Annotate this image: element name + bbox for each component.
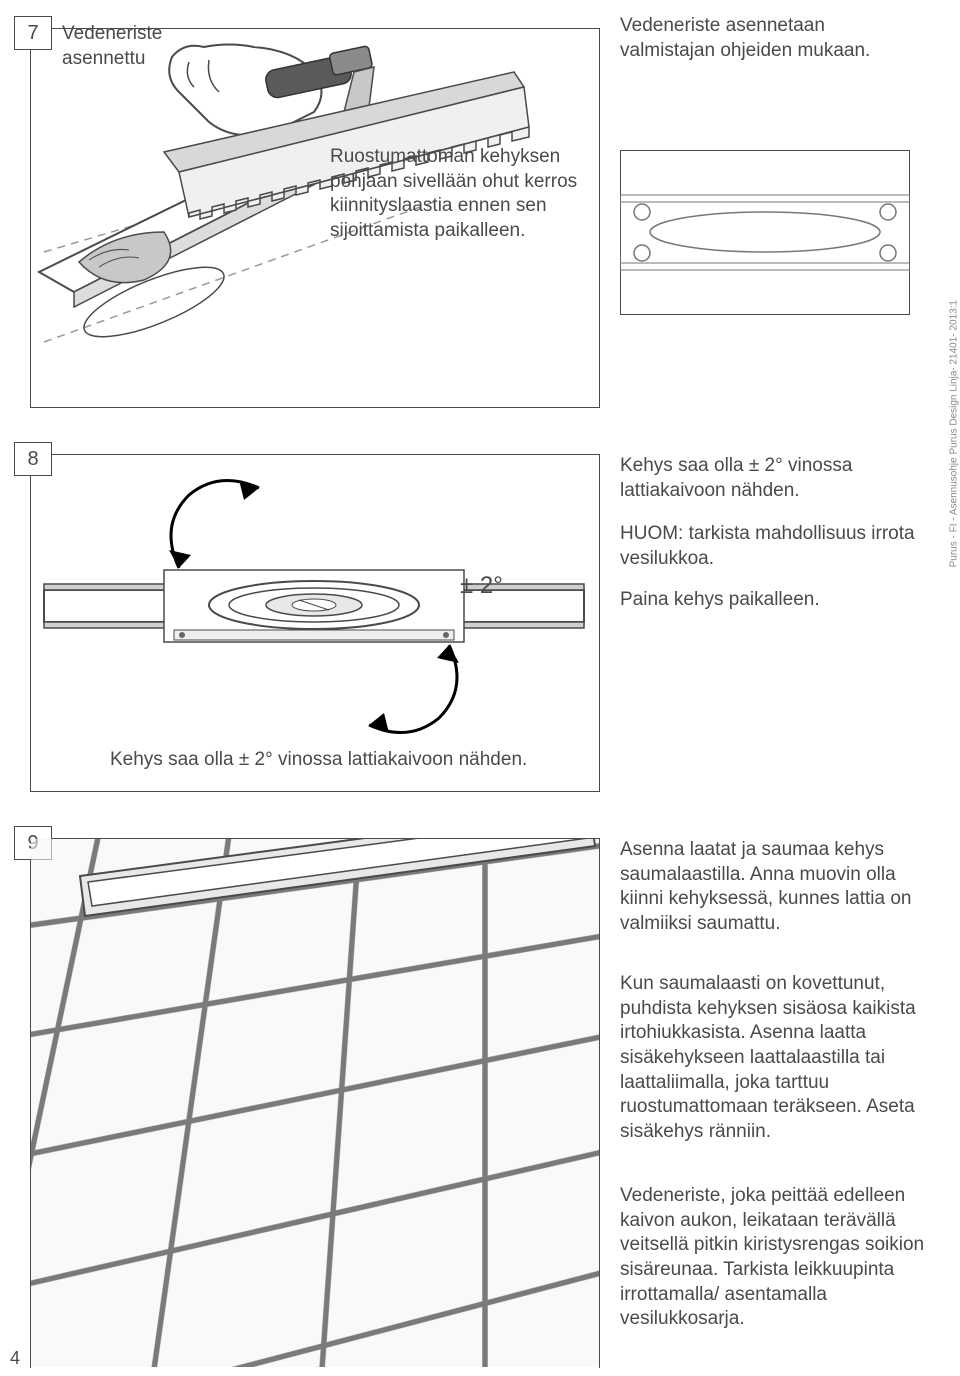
step7-text-top: Vedeneriste asennetaan valmistajan ohjei… xyxy=(620,14,900,63)
step8-text1: Kehys saa olla ± 2° vinossa lattiakaivoo… xyxy=(620,454,920,503)
step9-para3: Vedeneriste, joka peittää edelleen kaivo… xyxy=(620,1184,930,1332)
step7-frame-diagram xyxy=(620,150,910,315)
step9-para2: Kun saumalaasti on kovettunut, puhdista … xyxy=(620,972,930,1145)
step8-text2: HUOM: tarkista mahdollisuus irrota vesil… xyxy=(620,522,920,571)
step8-angle-label: ± 2° xyxy=(460,570,503,601)
step8-caption: Kehys saa olla ± 2° vinossa lattiakaivoo… xyxy=(110,748,570,773)
step8-text3: Paina kehys paikalleen. xyxy=(620,588,920,613)
page-number: 4 xyxy=(10,1348,20,1369)
step9-tile-illustration xyxy=(30,838,600,1368)
step7-text-mid: Ruostumattoman kehyksen pohjaan sivellää… xyxy=(330,145,585,244)
step8-illustration xyxy=(34,470,594,760)
step9-para1: Asenna laatat ja saumaa kehys saumalaast… xyxy=(620,838,930,937)
doc-reference: Purus - FI - Asennusohje Purus Design Li… xyxy=(948,300,959,567)
